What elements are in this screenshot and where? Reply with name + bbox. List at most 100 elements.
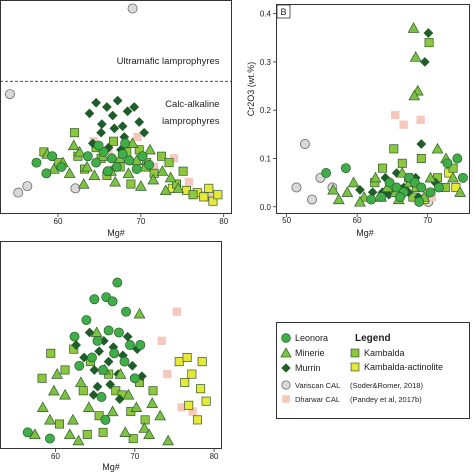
data-point	[109, 348, 120, 359]
plot-frame	[276, 4, 470, 214]
data-point	[4, 89, 15, 100]
data-point	[122, 331, 133, 342]
data-point	[112, 95, 123, 106]
x-axis-label: Mg#	[102, 462, 120, 472]
legend-label-kambalda: Kambalda	[364, 348, 405, 358]
data-point	[102, 102, 112, 112]
data-point	[129, 373, 140, 384]
x-tick-label: 70	[423, 216, 432, 225]
data-point	[424, 171, 437, 183]
data-point	[67, 139, 80, 151]
data-point	[63, 167, 76, 178]
data-point	[427, 192, 437, 202]
y-tick-label: 0.0	[260, 203, 272, 212]
data-point	[172, 307, 181, 316]
legend-label-kambalda-actinolite: Kambalda-actinolite	[364, 362, 443, 372]
data-point	[174, 357, 184, 367]
field-annotation: Calc-alkaline	[165, 99, 219, 110]
data-point	[46, 348, 56, 358]
data-point	[54, 419, 64, 429]
data-point	[77, 178, 90, 189]
data-point	[94, 346, 104, 357]
x-axis-label: Mg#	[356, 228, 374, 238]
data-point	[22, 181, 33, 192]
data-point	[199, 192, 209, 202]
data-point	[128, 434, 138, 444]
data-point	[84, 108, 95, 119]
data-point	[396, 166, 409, 178]
data-point	[163, 369, 172, 379]
data-point	[122, 106, 133, 117]
x-tick-label: 60	[51, 452, 60, 461]
data-point	[45, 433, 55, 444]
data-point	[122, 388, 135, 400]
data-point	[133, 307, 146, 319]
legend-label-minerie: Minerie	[295, 348, 325, 358]
data-point	[454, 186, 467, 197]
data-point	[74, 376, 87, 388]
data-point	[452, 153, 463, 164]
series-variscan	[4, 3, 138, 198]
data-point	[71, 340, 81, 350]
legend-swatch-minerie	[280, 347, 292, 358]
data-point	[113, 327, 124, 338]
data-point	[72, 434, 85, 446]
data-point	[164, 171, 177, 183]
data-point	[409, 51, 422, 62]
data-point	[423, 28, 434, 38]
legend-title: Legend	[355, 333, 391, 344]
data-point	[157, 336, 166, 345]
data-point	[408, 89, 421, 101]
data-point	[106, 153, 117, 164]
data-point	[416, 182, 427, 193]
data-point	[201, 396, 211, 406]
data-point	[13, 187, 24, 198]
data-point	[156, 165, 169, 176]
legend-swatch-variscan	[281, 380, 291, 390]
data-point	[109, 136, 119, 146]
data-point	[102, 166, 113, 177]
chart-panel-a: 60 70 80 Mg# Ultramafic lamprophyres Calc-alk…	[0, 0, 232, 238]
data-point	[188, 190, 198, 200]
data-point	[74, 360, 85, 371]
data-point	[98, 427, 108, 437]
data-point	[70, 128, 80, 138]
data-point	[107, 110, 118, 121]
data-point	[107, 296, 118, 307]
data-point	[447, 171, 459, 183]
series-leonora	[22, 277, 146, 444]
data-point	[125, 340, 135, 350]
panel-label: B	[280, 7, 286, 17]
data-point	[169, 154, 179, 163]
legend-frame	[276, 322, 470, 419]
data-point	[184, 177, 194, 187]
y-tick-label: 0.3	[260, 58, 272, 67]
data-point	[291, 182, 302, 193]
data-point	[60, 365, 70, 375]
data-point	[442, 158, 453, 169]
data-point	[109, 123, 120, 134]
data-point	[67, 413, 79, 425]
legend-label-leonora: Leonora	[295, 333, 328, 343]
data-point	[130, 401, 143, 412]
data-point	[148, 386, 158, 396]
panel-label-box	[276, 4, 291, 19]
data-point	[88, 390, 99, 400]
data-point	[154, 409, 167, 421]
data-point	[197, 357, 207, 367]
data-point	[184, 400, 194, 410]
data-point	[127, 3, 138, 14]
data-point	[69, 331, 80, 342]
data-point	[73, 145, 86, 157]
data-point	[119, 426, 132, 437]
field-annotation: lamprophyres	[162, 116, 220, 127]
data-point	[208, 196, 218, 206]
data-point	[419, 57, 430, 67]
data-point	[93, 140, 104, 151]
plot-frame	[0, 0, 232, 214]
data-point	[41, 168, 52, 179]
legend-swatch-kambalda-actinolite	[350, 362, 360, 372]
data-point	[416, 153, 426, 163]
data-point	[117, 149, 128, 160]
